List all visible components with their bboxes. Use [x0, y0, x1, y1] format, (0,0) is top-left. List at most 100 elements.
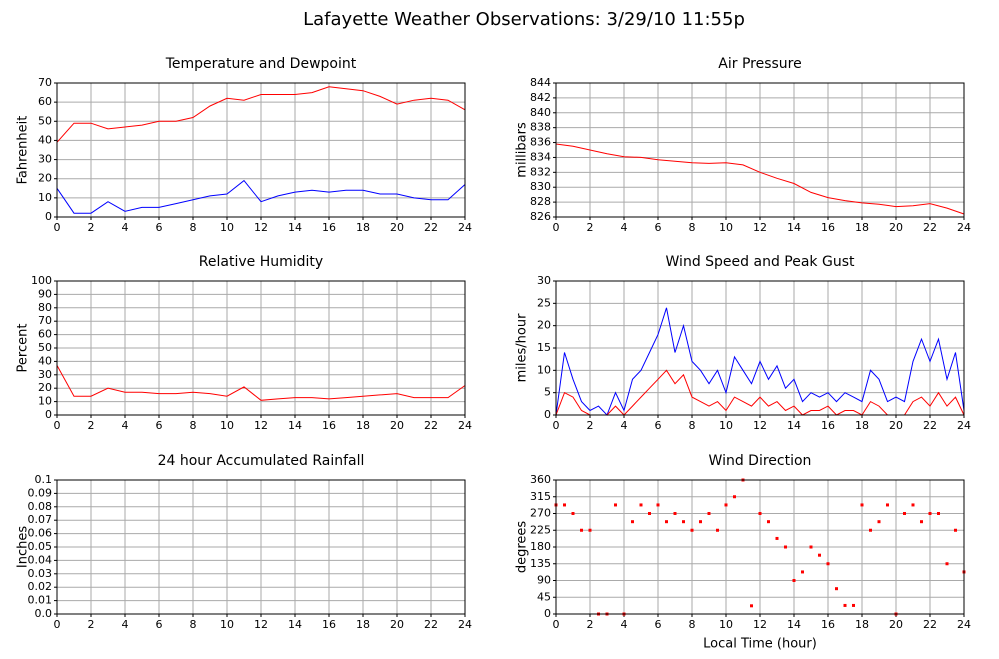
- x-tick-label: 16: [322, 419, 336, 432]
- data-line: [56, 365, 466, 401]
- y-tick-label: 0.09: [28, 486, 53, 499]
- y-tick-label: 40: [38, 133, 52, 146]
- x-tick-label: 20: [889, 419, 903, 432]
- y-tick-label: 20: [38, 381, 52, 394]
- data-point: [792, 579, 796, 582]
- x-tick-label: 10: [220, 221, 234, 234]
- y-tick-label: 90: [537, 574, 551, 587]
- y-tick-label: 30: [38, 153, 52, 166]
- x-tick-label: 10: [719, 419, 733, 432]
- x-tick-label: 8: [689, 221, 696, 234]
- y-tick-label: 838: [530, 121, 551, 134]
- chart-title: Temperature and Dewpoint: [165, 56, 357, 72]
- y-tick-label: 10: [38, 395, 52, 408]
- x-tick-label: 0: [54, 419, 61, 432]
- y-tick-label: 5: [544, 386, 551, 399]
- data-point: [843, 603, 847, 607]
- data-point: [571, 512, 575, 515]
- y-tick-label: 225: [530, 523, 551, 536]
- y-tick-label: 0.05: [28, 540, 53, 553]
- x-tick-label: 14: [787, 221, 801, 234]
- y-tick-label: 80: [38, 301, 52, 314]
- x-tick-label: 2: [587, 618, 594, 631]
- data-point: [928, 512, 932, 515]
- x-tick-label: 8: [190, 419, 197, 432]
- data-point: [648, 512, 651, 515]
- y-tick-label: 135: [530, 557, 551, 570]
- data-point: [767, 520, 770, 524]
- x-tick-label: 12: [254, 221, 268, 234]
- data-line: [555, 143, 965, 215]
- y-tick-label: 15: [537, 341, 551, 354]
- x-tick-label: 22: [923, 618, 937, 631]
- x-tick-label: 0: [553, 618, 560, 631]
- x-tick-label: 10: [220, 419, 234, 432]
- y-tick-label: 40: [38, 354, 52, 367]
- x-tick-label: 12: [254, 618, 268, 631]
- x-tick-label: 0: [553, 419, 560, 432]
- x-tick-label: 24: [458, 221, 472, 234]
- x-tick-label: 18: [855, 419, 869, 432]
- x-tick-label: 16: [821, 618, 835, 631]
- plot-frame: [555, 280, 965, 416]
- y-tick-label: 50: [38, 114, 52, 127]
- x-tick-label: 22: [923, 221, 937, 234]
- x-tick-label: 6: [655, 618, 662, 631]
- y-tick-label: 270: [530, 507, 551, 520]
- x-tick-label: 24: [957, 618, 971, 631]
- x-tick-label: 8: [190, 618, 197, 631]
- x-tick-label: 16: [322, 618, 336, 631]
- data-point: [750, 604, 753, 608]
- y-tick-label: 0.04: [28, 553, 53, 566]
- data-point: [801, 570, 804, 574]
- y-tick-label: 20: [537, 319, 551, 332]
- x-tick-label: 16: [322, 221, 336, 234]
- x-tick-label: 22: [424, 419, 438, 432]
- y-tick-label: 0.0: [35, 607, 53, 620]
- x-tick-label: 6: [655, 419, 662, 432]
- data-point: [860, 503, 864, 507]
- x-tick-label: 4: [122, 618, 129, 631]
- x-tick-label: 22: [923, 419, 937, 432]
- x-tick-label: 20: [889, 618, 903, 631]
- y-tick-label: 0: [45, 408, 52, 421]
- y-tick-label: 0.02: [28, 580, 53, 593]
- x-tick-label: 20: [390, 419, 404, 432]
- data-point: [809, 545, 813, 549]
- data-point: [733, 495, 736, 499]
- y-tick-label: 10: [537, 363, 551, 376]
- data-point: [682, 520, 685, 524]
- x-tick-label: 20: [889, 221, 903, 234]
- plot-frame: [56, 479, 466, 615]
- y-tick-label: 0.1: [35, 473, 53, 486]
- x-tick-label: 10: [719, 618, 733, 631]
- x-tick-label: 22: [424, 221, 438, 234]
- x-tick-label: 20: [390, 618, 404, 631]
- x-tick-label: 18: [356, 618, 370, 631]
- y-tick-label: 844: [530, 76, 551, 89]
- y-tick-label: 60: [38, 95, 52, 108]
- data-point: [784, 545, 787, 549]
- x-tick-label: 18: [356, 221, 370, 234]
- x-tick-label: 4: [621, 618, 628, 631]
- y-tick-label: 842: [530, 91, 551, 104]
- y-tick-label: 0: [45, 210, 52, 223]
- chart-title: 24 hour Accumulated Rainfall: [158, 453, 365, 469]
- x-tick-label: 0: [553, 221, 560, 234]
- x-tick-label: 14: [288, 618, 302, 631]
- x-tick-label: 8: [689, 419, 696, 432]
- y-tick-label: 840: [530, 106, 551, 119]
- y-tick-label: 830: [530, 180, 551, 193]
- x-tick-label: 20: [390, 221, 404, 234]
- data-point: [937, 512, 940, 515]
- x-tick-label: 18: [855, 618, 869, 631]
- x-tick-label: 12: [254, 419, 268, 432]
- x-tick-label: 14: [288, 221, 302, 234]
- y-tick-label: 0.03: [28, 567, 53, 580]
- x-tick-label: 4: [621, 221, 628, 234]
- x-tick-label: 8: [689, 618, 696, 631]
- x-tick-label: 12: [753, 221, 767, 234]
- data-point: [673, 512, 677, 515]
- x-tick-label: 6: [655, 221, 662, 234]
